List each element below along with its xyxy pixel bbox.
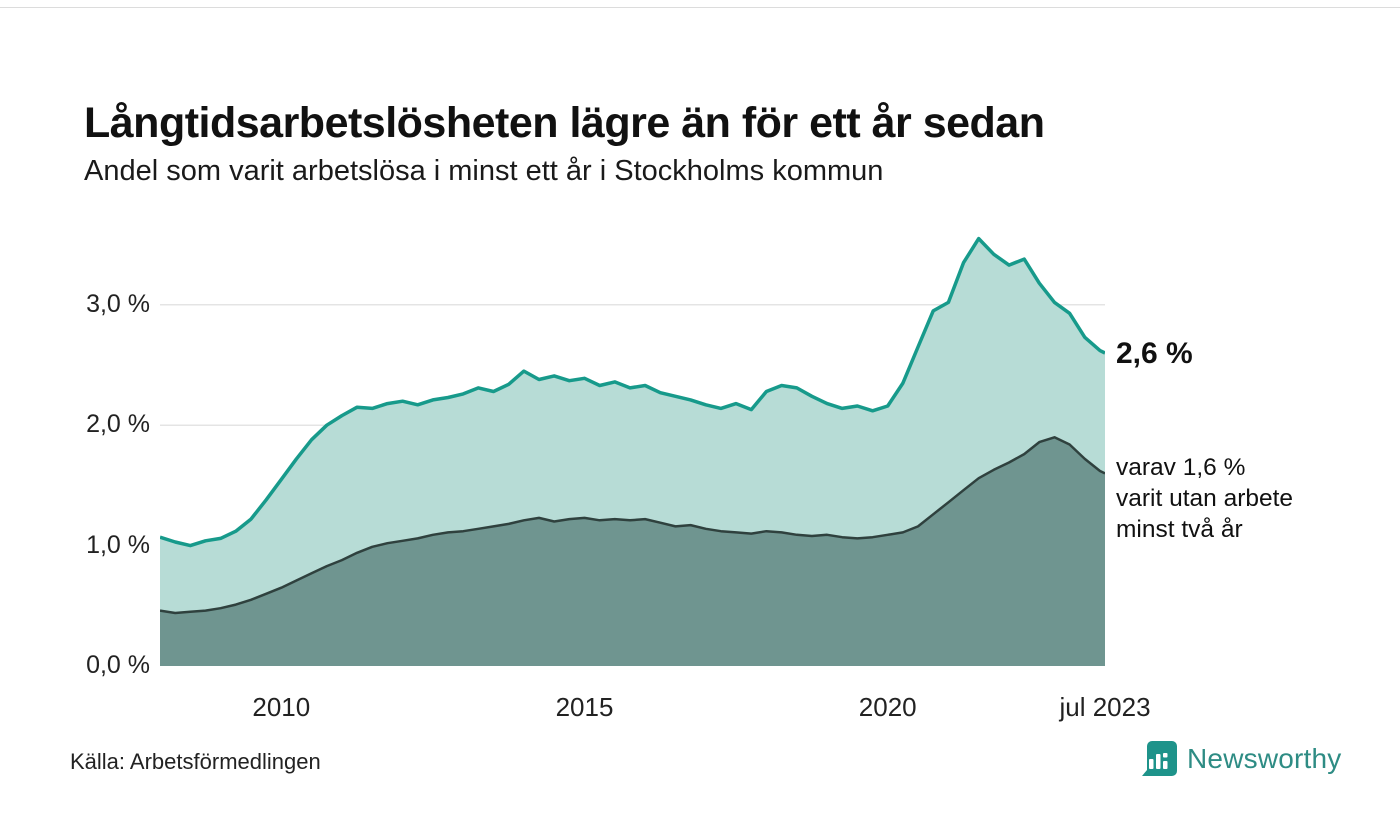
chart-area [160, 229, 1105, 666]
source-credit: Källa: Arbetsförmedlingen [70, 749, 321, 774]
top-divider [0, 7, 1400, 8]
series1-line [160, 236, 1105, 548]
newsworthy-icon [1142, 741, 1177, 776]
series2-area [160, 437, 1105, 666]
x-tick-label: 2010 [252, 692, 311, 722]
area-chart [160, 236, 1105, 666]
two-year-annotation-line1: varav 1,6 % [1116, 454, 1246, 481]
brand-name: Newsworthy [1187, 742, 1342, 774]
y-tick-label: 2,0 % [86, 410, 150, 439]
y-tick-label: 0,0 % [86, 651, 150, 679]
y-tick-label: 3,0 % [86, 289, 150, 318]
y-tick-label: 1,0 % [86, 530, 150, 559]
latest-value-annotation: 2,6 % [1116, 337, 1193, 370]
page-subtitle: Andel som varit arbetslösa i minst ett å… [84, 155, 884, 187]
brand-logo: Newsworthy [1141, 740, 1341, 777]
page-title: Långtidsarbetslösheten lägre än för ett … [84, 98, 1045, 147]
x-tick-label: jul 2023 [1059, 692, 1151, 722]
two-year-annotation-line3: minst två år [1116, 516, 1243, 543]
two-year-annotation: varav 1,6 % varit utan arbete minst två … [1116, 452, 1346, 545]
x-tick-label: 2015 [555, 692, 614, 722]
x-tick-label: 2020 [858, 692, 917, 722]
series2-line [160, 436, 1105, 615]
two-year-annotation-line2: varit utan arbete [1116, 485, 1294, 512]
